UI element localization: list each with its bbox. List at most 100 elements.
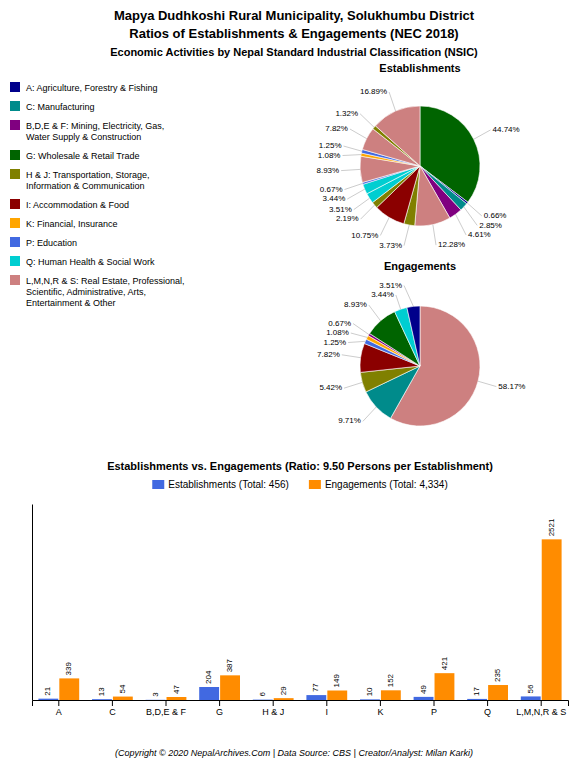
- data-label: 7.82%: [317, 350, 340, 359]
- leader-line: [341, 169, 360, 170]
- leader-line: [404, 225, 409, 246]
- data-label: 1.08%: [318, 151, 341, 160]
- bar: [92, 699, 112, 700]
- bar: [435, 673, 455, 700]
- data-label: 0.66%: [484, 211, 507, 220]
- leader-line: [389, 92, 396, 111]
- data-label: 16.89%: [360, 87, 387, 96]
- x-tick-mark: [219, 700, 220, 706]
- leader-line: [354, 198, 370, 209]
- data-label: 10.75%: [351, 231, 378, 240]
- legend-item: G: Wholesale & Retail Trade: [10, 150, 140, 161]
- data-label: 2.85%: [479, 221, 502, 230]
- data-label: 152: [386, 673, 395, 687]
- data-label: 1.32%: [335, 109, 358, 118]
- leader-line: [363, 407, 376, 421]
- slices: [360, 106, 480, 226]
- legend-label: I: Accommodation & Food: [26, 200, 129, 210]
- x-tick-label: C: [109, 707, 116, 717]
- pie-title: Engagements: [384, 260, 456, 272]
- bar-series: [38, 687, 540, 700]
- data-label: 3.44%: [323, 194, 346, 203]
- chart-root: Mapya Dudhkoshi Rural Municipality, Solu…: [0, 0, 588, 768]
- data-label: 387: [225, 658, 234, 672]
- leader-line: [342, 355, 361, 358]
- pie-chart: 58.17%9.71%5.42%7.82%1.25%1.08%0.67%8.93…: [317, 281, 525, 426]
- legend-item: C: Manufacturing: [10, 101, 95, 112]
- x-tick-label: B,D,E & F: [146, 707, 187, 717]
- x-tick: I: [326, 700, 329, 717]
- pie-slice: [415, 166, 450, 226]
- data-label: 6: [258, 692, 267, 697]
- slices: [360, 306, 480, 426]
- data-label: 421: [440, 656, 449, 670]
- leader-line: [351, 333, 367, 337]
- data-label: 2.19%: [336, 214, 359, 223]
- leader-line: [464, 207, 477, 225]
- data-label: 0.67%: [320, 185, 343, 194]
- leader-line: [348, 341, 365, 342]
- data-label: 5.42%: [319, 383, 342, 392]
- leader-line: [456, 214, 466, 235]
- x-tick: B,D,E & F: [146, 700, 187, 717]
- legend-swatch: [10, 218, 20, 228]
- bar: [199, 687, 219, 700]
- x-axis-line: [33, 701, 569, 707]
- leader-line: [361, 205, 375, 219]
- x-tick-mark: [541, 700, 542, 706]
- bar: [113, 697, 133, 700]
- bars: [38, 539, 561, 700]
- bar: [220, 675, 240, 700]
- pie-slice: [407, 306, 420, 366]
- data-label: 339: [64, 661, 73, 675]
- legend-item: P: Education: [10, 237, 77, 248]
- legend-label: G: Wholesale & Retail Trade: [26, 151, 140, 161]
- pie-labels: 58.17%9.71%5.42%7.82%1.25%1.08%0.67%8.93…: [317, 281, 525, 426]
- x-tick-mark: [166, 700, 167, 706]
- bar: [38, 699, 58, 700]
- bar: [521, 696, 541, 700]
- pie-slice: [375, 106, 420, 166]
- data-label: 2521: [547, 518, 556, 536]
- title: Mapya Dudhkoshi Rural Municipality, Solu…: [114, 8, 475, 23]
- leader-line: [467, 203, 482, 216]
- leader-line: [342, 154, 361, 156]
- data-label: 1.08%: [326, 328, 349, 337]
- bar: [253, 699, 273, 700]
- leader-line: [380, 217, 389, 235]
- x-tick-label: I: [326, 707, 329, 717]
- legend-item: I: Accommodation & Food: [10, 199, 129, 210]
- x-tick: Q: [484, 700, 491, 717]
- legend-item: B,D,E & F: Mining, Electricity, Gas,Wate…: [10, 120, 164, 142]
- legend-label: C: Manufacturing: [26, 102, 95, 112]
- x-axis: ACB,D,E & FGH & JIKPQL,M,N,R & S: [33, 700, 569, 717]
- leader-line: [344, 183, 362, 189]
- bar: [467, 699, 487, 700]
- data-label: 1.25%: [319, 141, 342, 150]
- data-label: 12.28%: [438, 240, 465, 249]
- pie-chart: 44.74%0.66%2.85%4.61%12.28%3.73%10.75%2.…: [316, 87, 519, 250]
- data-label: 235: [493, 668, 502, 682]
- legend-swatch: [10, 275, 20, 285]
- x-tick: G: [216, 700, 223, 717]
- data-label: 7.82%: [325, 124, 348, 133]
- category-legend: A: Agriculture, Forestry & FishingC: Man…: [10, 82, 185, 308]
- bar: [542, 539, 562, 700]
- data-label: 0.67%: [328, 319, 351, 328]
- data-label: 17: [472, 686, 481, 695]
- legend-item: H & J: Transportation, Storage,Informati…: [10, 169, 150, 191]
- x-tick-mark: [487, 700, 488, 706]
- pie-title: Establishments: [379, 62, 460, 74]
- legend-label: L,M,N,R & S: Real Estate, Professional,S…: [26, 276, 185, 308]
- x-tick-mark: [112, 700, 113, 706]
- data-label: 77: [311, 683, 320, 692]
- y-axis: [32, 505, 33, 701]
- data-label: 21: [43, 686, 52, 695]
- x-tick-mark: [326, 700, 327, 706]
- bar: [381, 690, 401, 700]
- x-tick-label: P: [431, 707, 437, 717]
- leader-line: [404, 285, 413, 306]
- x-tick: L,M,N,R & S: [516, 700, 566, 717]
- legend-swatch: [10, 101, 20, 111]
- bar-series: [59, 539, 561, 700]
